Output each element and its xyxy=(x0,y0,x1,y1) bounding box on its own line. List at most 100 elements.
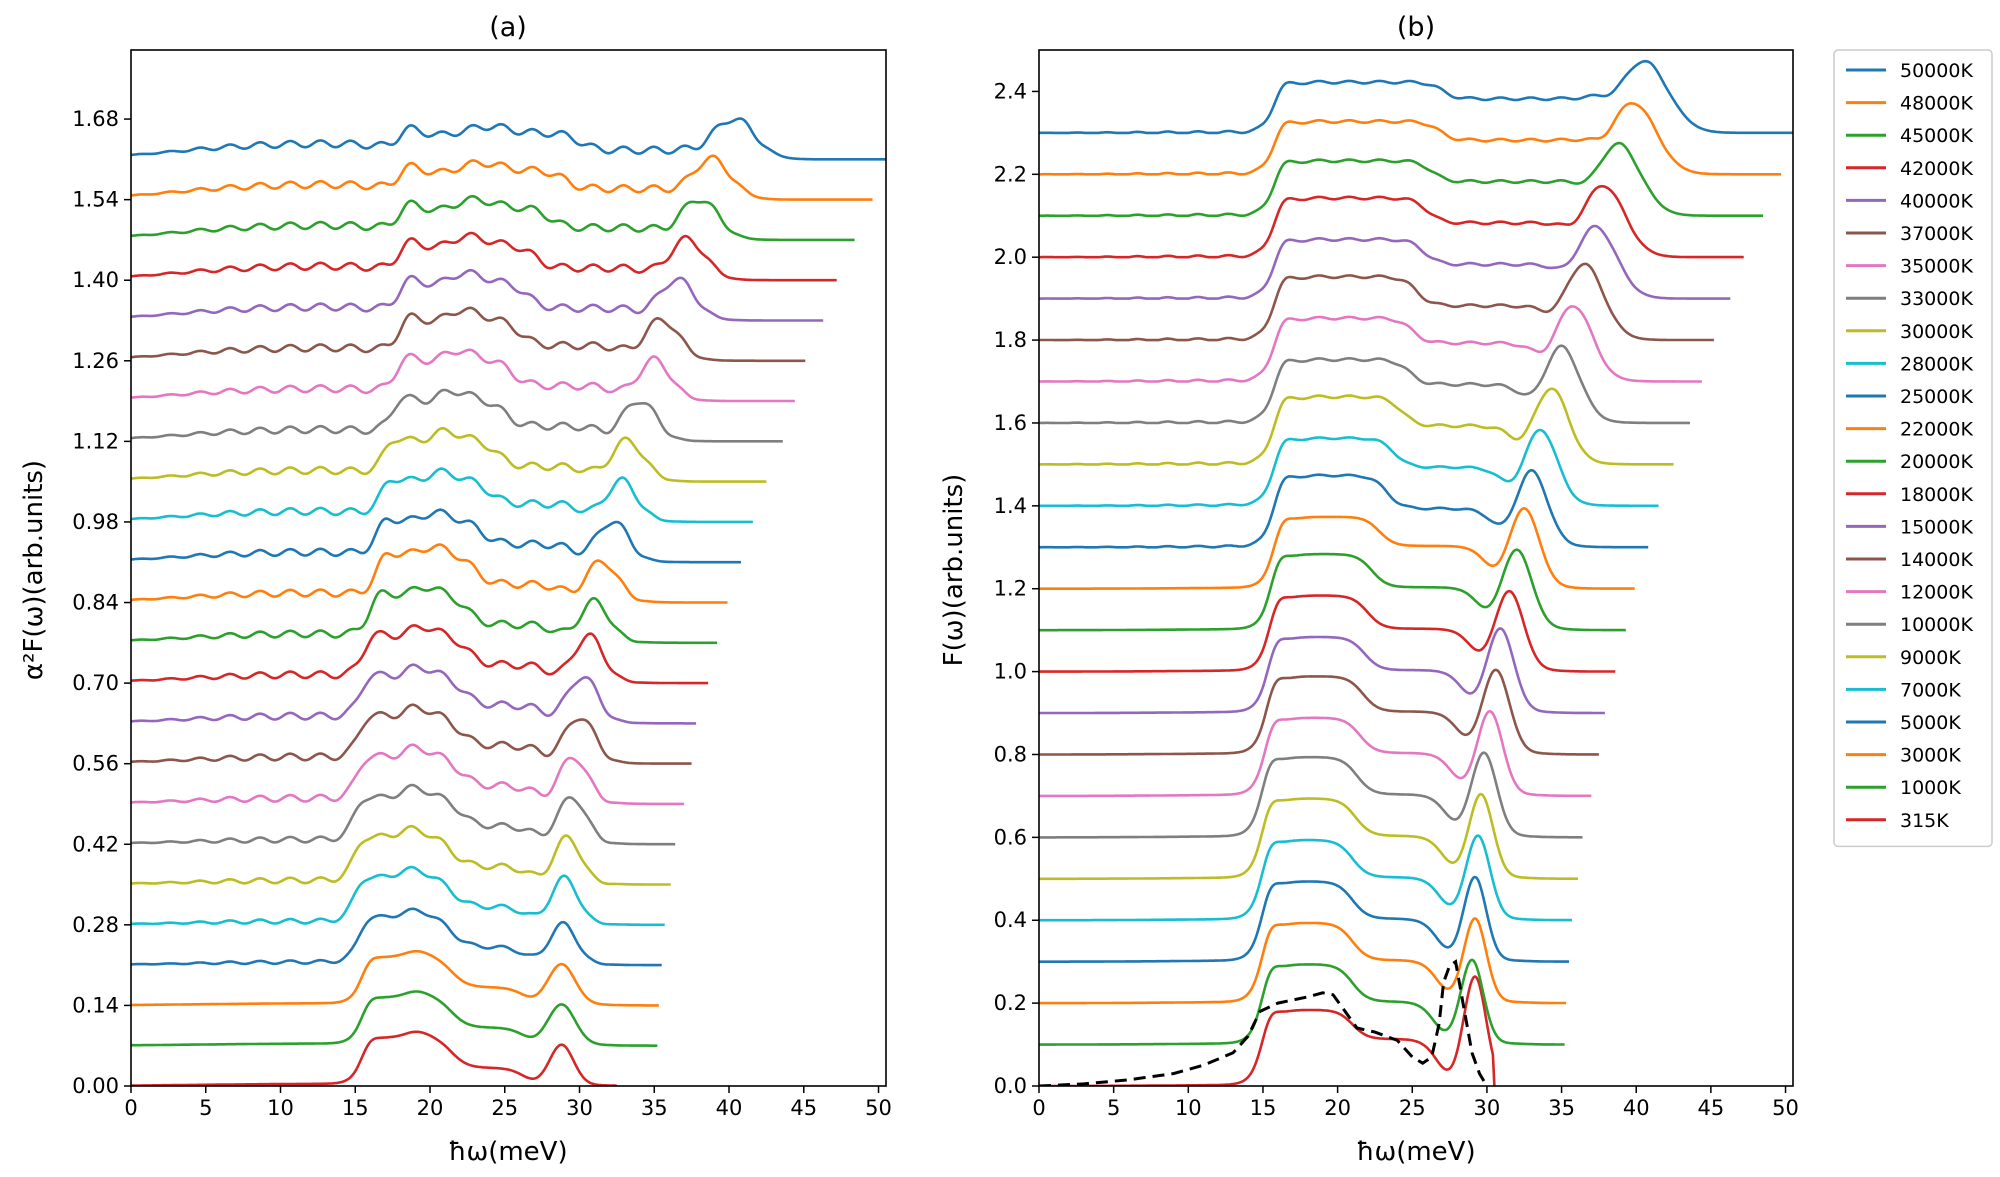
x-tick-label: 20 xyxy=(417,1096,444,1120)
legend-label-45000K: 45000K xyxy=(1900,125,1973,147)
x-tick-label: 45 xyxy=(790,1096,817,1120)
y-tick-label: 0.42 xyxy=(72,832,119,856)
y-tick-label: 2.4 xyxy=(994,79,1027,103)
x-tick-label: 35 xyxy=(1548,1096,1575,1120)
series-line-18000K xyxy=(1039,589,1616,673)
legend-label-7000K: 7000K xyxy=(1900,679,1961,701)
legend-label-3000K: 3000K xyxy=(1900,745,1961,767)
series-line-28000K xyxy=(131,467,753,524)
series-line-33000K xyxy=(131,388,783,443)
legend-label-37000K: 37000K xyxy=(1900,223,1973,245)
legend-label-5000K: 5000K xyxy=(1900,712,1961,734)
y-tick-label: 2.0 xyxy=(994,245,1027,269)
y-tick-label: 0.28 xyxy=(72,913,119,937)
legend-label-40000K: 40000K xyxy=(1900,190,1973,212)
panel-b-title: (b) xyxy=(1397,12,1435,43)
panel-a-xlabel: ħω(meV) xyxy=(448,1137,567,1167)
y-tick-label: 0.70 xyxy=(72,671,119,695)
series-line-7000K xyxy=(1039,834,1573,922)
series-line-315K xyxy=(1039,975,1496,1086)
dashed-reference-line xyxy=(1039,959,1489,1086)
legend-label-22000K: 22000K xyxy=(1900,419,1973,441)
panel-b-xlabel: ħω(meV) xyxy=(1356,1137,1475,1167)
series-line-45000K xyxy=(131,194,855,242)
series-line-25000K xyxy=(131,508,741,564)
series-line-5000K xyxy=(131,907,662,967)
y-tick-label: 0.2 xyxy=(994,991,1027,1015)
x-tick-label: 25 xyxy=(491,1096,518,1120)
series-line-7000K xyxy=(131,865,665,927)
plot-frame xyxy=(130,49,887,1087)
x-tick-label: 15 xyxy=(342,1096,369,1120)
series-line-48000K xyxy=(131,154,873,201)
y-tick-label: 1.68 xyxy=(72,107,119,131)
plot-frame xyxy=(1038,49,1794,1087)
legend-label-50000K: 50000K xyxy=(1900,60,1973,82)
series-line-15000K xyxy=(131,663,697,725)
series-line-22000K xyxy=(131,543,728,604)
panel-b-ylabel: F(ω)(arb.units) xyxy=(939,474,969,667)
x-tick-label: 30 xyxy=(566,1096,593,1120)
legend-label-18000K: 18000K xyxy=(1900,484,1973,506)
y-tick-label: 1.12 xyxy=(72,429,119,453)
legend-label-42000K: 42000K xyxy=(1900,158,1973,180)
legend-label-9000K: 9000K xyxy=(1900,647,1961,669)
panel-a-title: (a) xyxy=(489,12,527,43)
x-tick-label: 35 xyxy=(641,1096,668,1120)
x-tick-label: 40 xyxy=(716,1096,743,1120)
x-tick-label: 45 xyxy=(1698,1096,1725,1120)
series-line-14000K xyxy=(1039,668,1599,756)
series-line-42000K xyxy=(1039,184,1744,259)
y-tick-label: 1.54 xyxy=(72,188,119,212)
legend: 50000K 48000K 45000K 42000K 40000K 37000K 3500… xyxy=(1833,49,1993,848)
series-line-42000K xyxy=(131,231,837,282)
series-line-3000K xyxy=(1039,917,1567,1005)
y-tick-label: 2.2 xyxy=(994,162,1027,186)
series-group xyxy=(131,117,886,1086)
legend-box xyxy=(1833,49,1993,848)
legend-label-15000K: 15000K xyxy=(1900,516,1973,538)
series-line-40000K xyxy=(131,268,824,322)
y-tick-label: 1.8 xyxy=(994,328,1027,352)
panel-a: (a) ħω(meV) α²F(ω)(arb.units) 0 5 10 15 20 25… xyxy=(19,12,892,1167)
legend-label-25000K: 25000K xyxy=(1900,386,1973,408)
series-line-315K xyxy=(131,1030,618,1086)
x-tick-label: 10 xyxy=(267,1096,294,1120)
series-line-1000K xyxy=(131,990,658,1047)
series-line-10000K xyxy=(131,783,676,846)
y-tick-label: 0.14 xyxy=(72,993,119,1017)
series-line-48000K xyxy=(1039,102,1782,176)
y-tick-label: 0.56 xyxy=(72,752,119,776)
legend-label-33000K: 33000K xyxy=(1900,288,1973,310)
series-line-15000K xyxy=(1039,627,1605,715)
x-tick-label: 10 xyxy=(1175,1096,1202,1120)
y-tick-label: 0.0 xyxy=(994,1074,1027,1098)
legend-label-35000K: 35000K xyxy=(1900,256,1973,278)
series-line-9000K xyxy=(1039,792,1579,881)
y-tick-label: 1.4 xyxy=(994,494,1027,518)
panel-b-plot-area: 0 5 10 15 20 25 30 35 40 45 50 0.0 0.2 0.4 0.6 0.8 1.0 1.… xyxy=(994,49,1799,1120)
x-tick-label: 25 xyxy=(1399,1096,1426,1120)
series-line-35000K xyxy=(131,348,795,403)
series-group xyxy=(1039,59,1793,1086)
y-tick-label: 1.2 xyxy=(994,577,1027,601)
series-line-10000K xyxy=(1039,751,1583,839)
series-line-20000K xyxy=(131,585,718,645)
series-line-22000K xyxy=(1039,507,1635,590)
panel-a-plot-area: 0 5 10 15 20 25 30 35 40 45 50 0.00 0.14 0.28 0.42 0.56… xyxy=(72,49,892,1120)
x-tick-label: 5 xyxy=(1107,1096,1120,1120)
y-tick-label: 0.6 xyxy=(994,825,1027,849)
series-line-14000K xyxy=(131,703,692,765)
y-tick-label: 0.4 xyxy=(994,908,1027,932)
series-line-35000K xyxy=(1039,305,1702,383)
series-line-37000K xyxy=(131,306,806,363)
x-tick-label: 0 xyxy=(124,1096,137,1120)
legend-label-315K: 315K xyxy=(1900,810,1949,832)
x-tick-label: 30 xyxy=(1474,1096,1501,1120)
x-tick-label: 0 xyxy=(1032,1096,1045,1120)
legend-label-14000K: 14000K xyxy=(1900,549,1973,571)
x-tick-label: 50 xyxy=(1772,1096,1799,1120)
legend-label-20000K: 20000K xyxy=(1900,451,1973,473)
y-tick-label: 0.98 xyxy=(72,510,119,534)
